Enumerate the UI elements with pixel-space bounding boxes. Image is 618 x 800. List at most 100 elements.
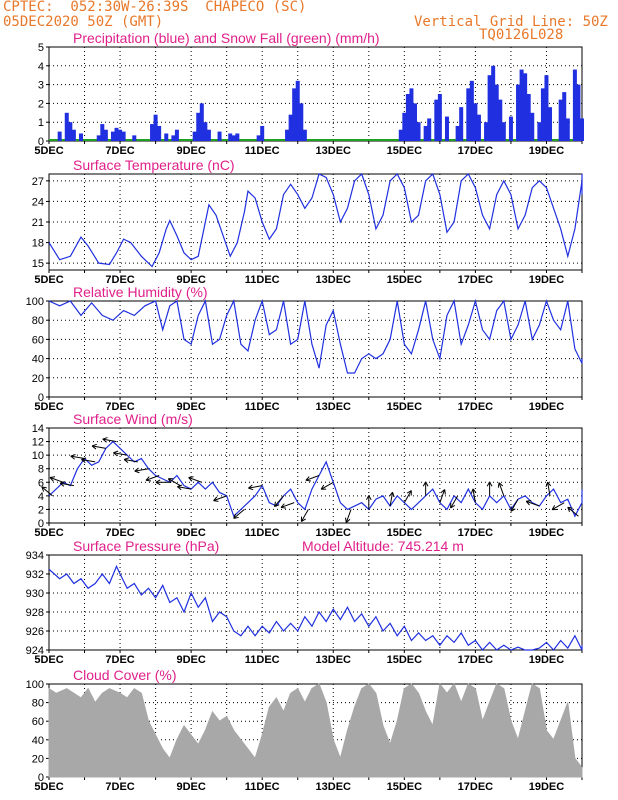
precip-bar [100,124,105,141]
precip-bar [523,73,528,141]
wind-arrow-shaft [248,485,263,489]
wind-ytick-label: 2 [38,504,44,516]
precip-ytick-label: 4 [38,61,44,73]
temp-xtick-label: 9DEC [176,274,205,286]
precip-bar [562,92,567,141]
precip-bar [153,114,158,141]
wind-arrow-head [422,481,429,487]
precip-bar [196,112,201,141]
temp-xtick-label: 5DEC [34,274,63,286]
precip-bar [260,125,265,141]
wind-arrow-head [305,476,311,482]
precip-bar [476,114,481,141]
pressure-xtick-label: 7DEC [105,654,134,666]
wind-ytick-label: 0 [38,518,44,530]
wind-arrow-shaft [280,502,295,508]
rh-ytick-label: 60 [32,334,44,346]
rh-ytick-label: 0 [38,392,44,404]
precip-bar [427,118,432,141]
wind-arrow-head [213,496,219,502]
precip-bar [501,122,506,141]
wind-arrow-shaft [300,509,309,522]
wind-arrow-shaft [113,452,128,456]
precip-bar [157,125,162,141]
pressure-xtick-label: 9DEC [176,654,205,666]
cloud-xtick-label: 17DEC [458,781,494,793]
pressure-ytick-label: 926 [26,626,44,638]
cloud-ytick-label: 60 [32,716,44,728]
temp-ytick-label: 24 [32,196,44,208]
wind-series-line [48,440,583,518]
precip-bar [114,127,119,141]
wind-arrow-head [167,478,174,484]
pressure-ytick-label: 928 [26,607,44,619]
precip-ytick-label: 0 [38,136,44,148]
precip-bar [103,129,108,141]
rh-frame [48,300,583,398]
precip-bar [231,135,236,141]
precip-bar [132,135,137,141]
precip-bar [537,122,542,141]
rh-xtick-label: 13DEC [316,401,352,413]
pressure-ytick-label: 924 [26,645,44,657]
model-code: TQ0126L028 [479,27,564,43]
wind-arrow-shaft [102,438,117,443]
wind-arrow-head [525,500,532,506]
rh-ytick-label: 100 [26,296,44,308]
temp-series-line [48,172,583,268]
pressure-annotation: Model Altitude: 745.214 m [302,538,464,554]
precip-bar [78,133,83,141]
precip-xtick-label: 5DEC [34,145,63,157]
wind-arrow-head [274,501,280,508]
precip-bar [285,129,290,141]
wind-arrow-shaft [91,445,106,449]
wind-arrow-head [81,457,87,464]
pressure-title: Surface Pressure (hPa) [73,538,219,554]
precip-bar [491,65,496,141]
pressure-xtick-label: 17DEC [458,654,494,666]
temp-ytick-label: 27 [32,176,44,188]
precip-bar [530,112,535,141]
wind-arrow-shaft [403,490,412,503]
rh-ytick-label: 40 [32,354,44,366]
wind-ytick-label: 4 [38,491,44,503]
wind-arrow-head [545,481,552,487]
precip-bar [110,131,115,141]
wind-arrow-head [134,467,140,474]
precip-ytick-label: 1 [38,117,44,129]
wind-arrow-head [49,476,56,482]
precip-xtick-label: 7DEC [105,145,134,157]
cloud-xtick-label: 19DEC [529,781,565,793]
precip-xtick-label: 17DEC [458,145,494,157]
wind-arrow-shaft [213,495,227,502]
precip-bar [487,75,492,141]
temp-xtick-label: 19DEC [529,274,565,286]
precip-bar [519,69,524,141]
wind-arrow-head [510,506,516,512]
precip-bar [466,88,471,141]
wind-arrow-head [486,481,493,487]
precip-bar [398,129,403,141]
rh-series-line [48,298,583,374]
wind-xtick-label: 15DEC [387,527,423,539]
cloud-ytick-label: 40 [32,735,44,747]
precip-bar [174,129,179,141]
precip-bar [164,133,169,141]
wind-xtick-label: 13DEC [316,527,352,539]
precip-bar [199,103,204,141]
rh-ytick-label: 20 [32,373,44,385]
precip-bar [288,114,293,141]
wind-arrow-shaft [188,477,202,483]
pressure-xtick-label: 5DEC [34,654,63,666]
wind-arrow-shaft [70,455,85,460]
wind-arrow-shaft [551,502,565,511]
wind-ytick-label: 6 [38,477,44,489]
wind-arrow-head [59,481,65,487]
wind-arrow-head [389,491,395,498]
precip-bar [540,88,545,141]
wind-arrow-shaft [450,495,459,509]
wind-arrow-head [450,502,456,509]
wind-arrow-shaft [233,509,245,519]
precip-bar [434,99,439,141]
